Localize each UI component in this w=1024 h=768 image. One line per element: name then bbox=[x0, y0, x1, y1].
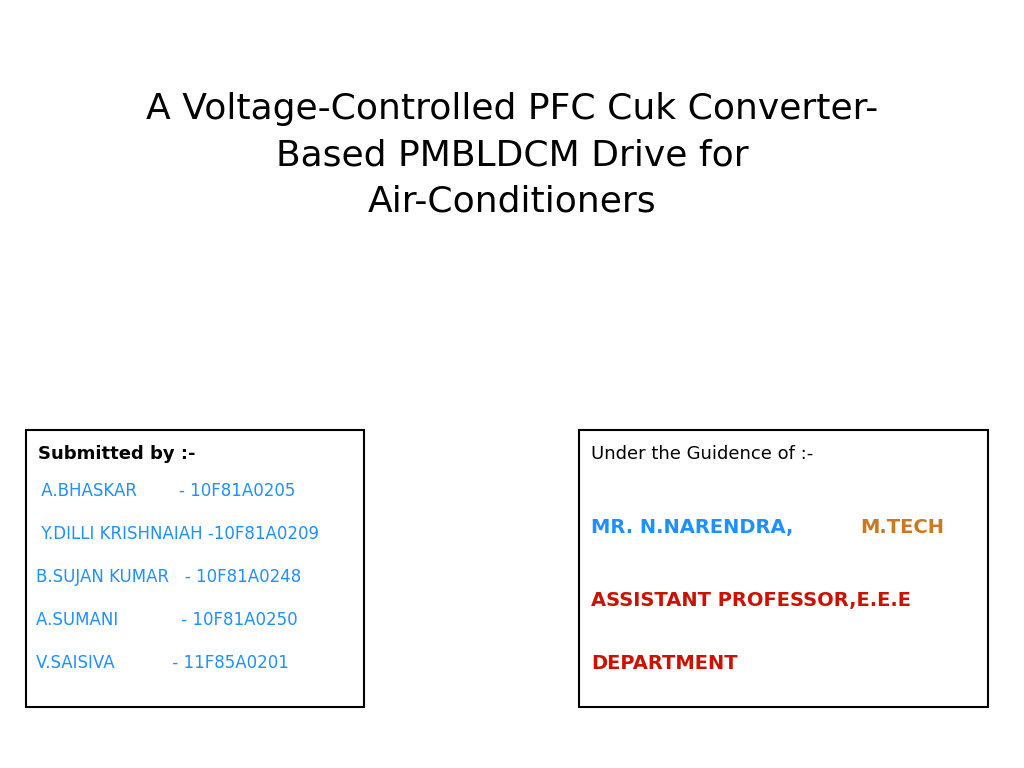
Text: DEPARTMENT: DEPARTMENT bbox=[591, 654, 737, 674]
Text: M.TECH: M.TECH bbox=[861, 518, 945, 538]
Text: B.SUJAN KUMAR   - 10F81A0248: B.SUJAN KUMAR - 10F81A0248 bbox=[36, 568, 301, 586]
Text: V.SAISIVA           - 11F85A0201: V.SAISIVA - 11F85A0201 bbox=[36, 654, 289, 672]
Text: Under the Guidence of :-: Under the Guidence of :- bbox=[591, 445, 813, 463]
Text: A.SUMANI            - 10F81A0250: A.SUMANI - 10F81A0250 bbox=[36, 611, 297, 629]
Text: MR. N.NARENDRA,: MR. N.NARENDRA, bbox=[591, 518, 800, 538]
FancyBboxPatch shape bbox=[26, 430, 364, 707]
FancyBboxPatch shape bbox=[579, 430, 988, 707]
Text: A.BHASKAR        - 10F81A0205: A.BHASKAR - 10F81A0205 bbox=[36, 482, 295, 500]
Text: Y.DILLI KRISHNAIAH -10F81A0209: Y.DILLI KRISHNAIAH -10F81A0209 bbox=[36, 525, 318, 543]
Text: A Voltage-Controlled PFC Cuk Converter-
Based PMBLDCM Drive for
Air-Conditioners: A Voltage-Controlled PFC Cuk Converter- … bbox=[145, 92, 879, 218]
Text: Submitted by :-: Submitted by :- bbox=[38, 445, 196, 463]
Text: ASSISTANT PROFESSOR,E.E.E: ASSISTANT PROFESSOR,E.E.E bbox=[591, 591, 911, 611]
